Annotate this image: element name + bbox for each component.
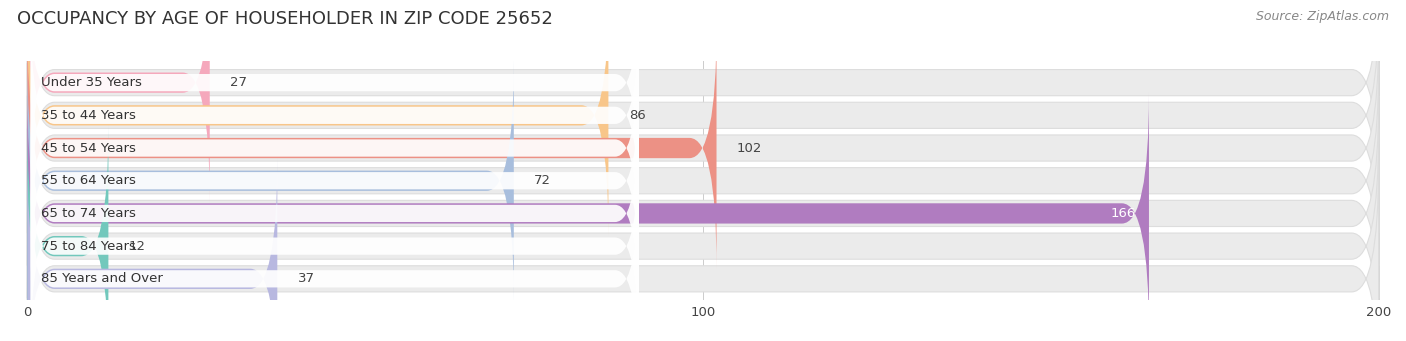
FancyBboxPatch shape xyxy=(27,60,513,301)
Text: 72: 72 xyxy=(534,174,551,187)
Text: 75 to 84 Years: 75 to 84 Years xyxy=(41,240,136,253)
FancyBboxPatch shape xyxy=(27,129,1379,341)
Text: 55 to 64 Years: 55 to 64 Years xyxy=(41,174,136,187)
FancyBboxPatch shape xyxy=(31,140,638,341)
FancyBboxPatch shape xyxy=(31,173,638,341)
FancyBboxPatch shape xyxy=(27,158,277,341)
Text: 166: 166 xyxy=(1111,207,1136,220)
Text: 102: 102 xyxy=(737,142,762,154)
Text: 37: 37 xyxy=(298,272,315,285)
Text: OCCUPANCY BY AGE OF HOUSEHOLDER IN ZIP CODE 25652: OCCUPANCY BY AGE OF HOUSEHOLDER IN ZIP C… xyxy=(17,10,553,28)
FancyBboxPatch shape xyxy=(27,96,1379,331)
FancyBboxPatch shape xyxy=(31,0,638,189)
FancyBboxPatch shape xyxy=(27,125,108,341)
FancyBboxPatch shape xyxy=(31,75,638,286)
Text: 65 to 74 Years: 65 to 74 Years xyxy=(41,207,136,220)
FancyBboxPatch shape xyxy=(31,10,638,221)
Text: 35 to 44 Years: 35 to 44 Years xyxy=(41,109,136,122)
Text: 85 Years and Over: 85 Years and Over xyxy=(41,272,163,285)
Text: Under 35 Years: Under 35 Years xyxy=(41,76,142,89)
FancyBboxPatch shape xyxy=(27,0,209,203)
Text: Source: ZipAtlas.com: Source: ZipAtlas.com xyxy=(1256,10,1389,23)
Text: 27: 27 xyxy=(231,76,247,89)
FancyBboxPatch shape xyxy=(27,0,609,236)
FancyBboxPatch shape xyxy=(27,0,1379,201)
FancyBboxPatch shape xyxy=(31,108,638,319)
FancyBboxPatch shape xyxy=(27,0,1379,233)
FancyBboxPatch shape xyxy=(27,30,1379,266)
Text: 45 to 54 Years: 45 to 54 Years xyxy=(41,142,136,154)
Text: 86: 86 xyxy=(628,109,645,122)
FancyBboxPatch shape xyxy=(27,27,717,269)
FancyBboxPatch shape xyxy=(27,63,1379,298)
Text: 12: 12 xyxy=(129,240,146,253)
FancyBboxPatch shape xyxy=(27,93,1149,334)
FancyBboxPatch shape xyxy=(27,161,1379,341)
FancyBboxPatch shape xyxy=(31,42,638,254)
